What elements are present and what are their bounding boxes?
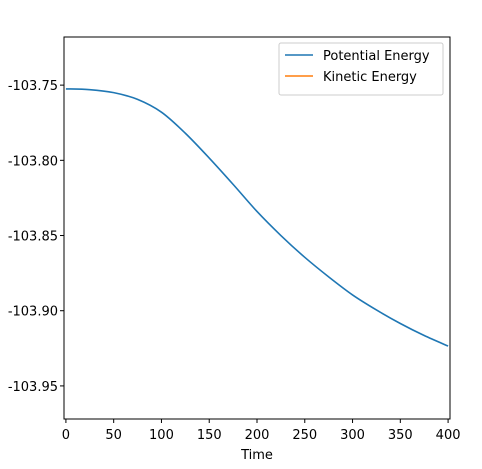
legend-label-1: Kinetic Energy — [323, 70, 417, 85]
y-tick-label: -103.75 — [8, 79, 58, 94]
legend: Potential Energy Kinetic Energy — [278, 42, 444, 96]
x-axis-label: Time — [240, 448, 273, 463]
x-axis: 0 50 100 150 200 250 300 350 400 — [62, 419, 461, 443]
x-tick-label: 50 — [105, 428, 122, 443]
series-layer — [65, 88, 449, 347]
legend-box — [278, 42, 444, 96]
x-tick-label: 150 — [197, 428, 222, 443]
y-tick-label: -103.90 — [8, 305, 58, 320]
y-tick-label: -103.85 — [8, 230, 58, 245]
y-tick-label: -103.80 — [8, 154, 58, 169]
x-tick-label: 0 — [62, 428, 70, 443]
legend-label-0: Potential Energy — [323, 49, 430, 64]
x-tick-label: 400 — [436, 428, 461, 443]
y-axis: -103.75 -103.80 -103.85 -103.90 -103.95 — [8, 79, 64, 395]
x-tick-label: 350 — [388, 428, 413, 443]
x-tick-label: 300 — [340, 428, 365, 443]
series-line-0 — [65, 88, 449, 347]
x-tick-label: 250 — [292, 428, 317, 443]
y-tick-label: -103.95 — [8, 380, 58, 395]
x-tick-label: 100 — [149, 428, 174, 443]
x-tick-label: 200 — [245, 428, 270, 443]
